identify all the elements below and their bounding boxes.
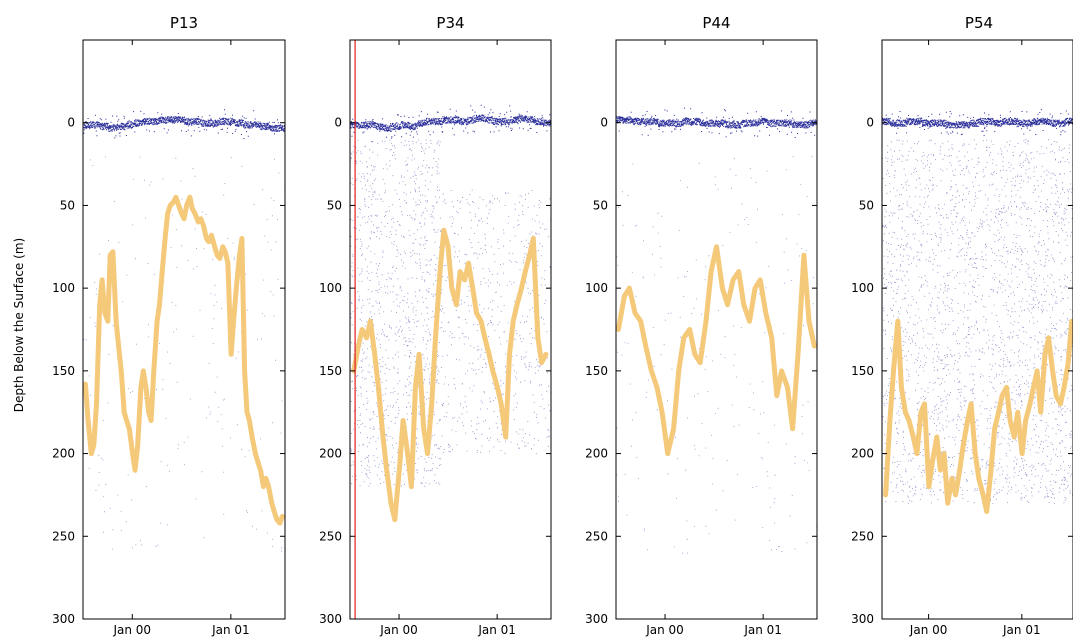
- x-tick-label: Jan 00: [379, 623, 418, 637]
- depth-series-line: [616, 244, 817, 457]
- surface-band: [350, 104, 551, 139]
- y-tick-label: 150: [585, 364, 608, 378]
- panel-title: P13: [170, 14, 198, 32]
- surface-band: [616, 107, 817, 138]
- scatter-points: [350, 139, 551, 487]
- scatter-points: [882, 139, 1073, 504]
- panel-p13: 0 50 100 150 200 250 300 Jan 00 Jan 01 P13: [52, 14, 286, 637]
- y-tick-label: 200: [52, 447, 75, 461]
- panel-p54: 0 50 100 150 200 250 300 Jan 00 Jan 01 P54: [851, 14, 1073, 637]
- y-tick-label: 0: [334, 116, 342, 130]
- y-tick-label: 150: [52, 364, 75, 378]
- y-tick-label: 100: [319, 281, 342, 295]
- plot-area: [882, 109, 1073, 514]
- y-tick-label: 0: [600, 116, 608, 130]
- y-tick-label: 250: [319, 529, 342, 543]
- surface-band: [83, 109, 285, 139]
- y-tick-label: 100: [52, 281, 75, 295]
- plot-area: [350, 40, 551, 619]
- y-tick-label: 250: [52, 529, 75, 543]
- y-tick-label: 50: [859, 198, 874, 212]
- y-tick-label: 50: [60, 198, 75, 212]
- y-tick-label: 150: [851, 364, 874, 378]
- y-tick-label: 300: [851, 612, 874, 626]
- panel-title: P34: [436, 14, 464, 32]
- y-tick-label: 200: [585, 447, 608, 461]
- depth-series-line: [83, 194, 285, 526]
- surface-band: [882, 109, 1073, 137]
- panel-title: P44: [702, 14, 730, 32]
- y-tick-label: 0: [866, 116, 874, 130]
- x-tick-label: Jan 00: [112, 623, 151, 637]
- axes-frame: [881, 39, 1073, 620]
- x-tick-label: Jan 00: [645, 623, 684, 637]
- depth-series-line: [883, 318, 1073, 514]
- plot-area: [83, 109, 285, 554]
- x-tick-label: Jan 01: [477, 623, 516, 637]
- depth-series-line: [351, 227, 549, 523]
- plot-area: [616, 107, 817, 554]
- axes-frame: [82, 39, 286, 620]
- axes-frame: [349, 39, 552, 620]
- y-tick-label: 250: [851, 529, 874, 543]
- x-tick-label: Jan 01: [211, 623, 250, 637]
- y-tick-label: 300: [52, 612, 75, 626]
- panel-p44: 0 50 100 150 200 250 300 Jan 00 Jan 01 P44: [585, 14, 818, 637]
- y-tick-label: 0: [67, 116, 75, 130]
- x-tick-label: Jan 00: [909, 623, 948, 637]
- panel-title: P54: [965, 14, 993, 32]
- y-tick-label: 50: [593, 198, 608, 212]
- y-axis-label: Depth Below the Surface (m): [12, 238, 26, 412]
- x-tick-label: Jan 01: [743, 623, 782, 637]
- x-tick-label: Jan 01: [1002, 623, 1041, 637]
- y-tick-label: 200: [319, 447, 342, 461]
- y-tick-label: 100: [851, 281, 874, 295]
- panel-p34: 0 50 100 150 200 250 300 Jan 00 Jan 01 P34: [319, 14, 552, 637]
- y-tick-label: 300: [319, 612, 342, 626]
- y-tick-label: 200: [851, 447, 874, 461]
- y-tick-label: 150: [319, 364, 342, 378]
- y-tick-label: 300: [585, 612, 608, 626]
- y-tick-label: 50: [327, 198, 342, 212]
- axes-frame: [615, 39, 818, 620]
- y-tick-label: 100: [585, 281, 608, 295]
- y-tick-label: 250: [585, 529, 608, 543]
